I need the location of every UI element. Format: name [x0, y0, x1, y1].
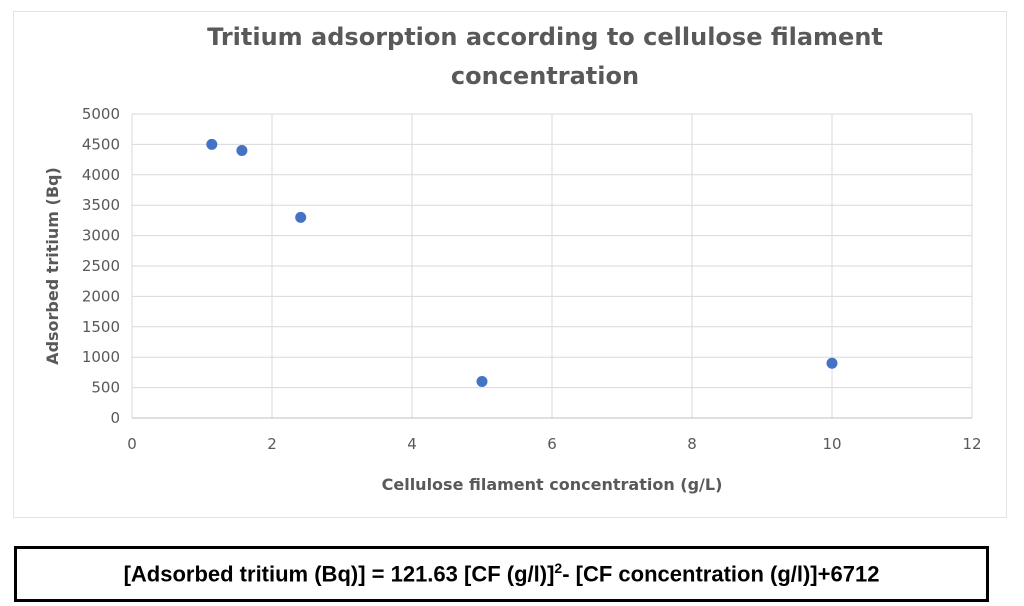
- y-tick-label: 1500: [82, 318, 120, 336]
- y-tick-label: 4500: [82, 135, 120, 153]
- y-tick-label: 3500: [82, 196, 120, 214]
- regression-formula: [Adsorbed tritium (Bq)] = 121.63 [CF (g/…: [124, 560, 880, 587]
- x-tick-label: 8: [687, 435, 697, 453]
- chart-title-line-2: concentration: [451, 62, 639, 90]
- x-tick-label: 10: [822, 435, 841, 453]
- y-tick-label: 4000: [82, 166, 120, 184]
- x-axis-title: Cellulose filament concentration (g/L): [382, 475, 723, 494]
- x-tick-label: 2: [267, 435, 277, 453]
- chart-title-line-1: Tritium adsorption according to cellulos…: [207, 23, 883, 51]
- chart-area: [13, 11, 1007, 518]
- y-tick-label: 1000: [82, 348, 120, 366]
- gridlines: [132, 113, 973, 418]
- data-point: [826, 357, 838, 369]
- scatter-chart: Tritium adsorption according to cellulos…: [43, 23, 982, 494]
- y-tick-labels: 0 500 1000 1500 2000 2500 3000 3500 4000 4500 5000: [82, 105, 120, 427]
- data-point: [236, 144, 248, 156]
- y-tick-label: 2500: [82, 257, 120, 275]
- y-tick-label: 3000: [82, 227, 120, 245]
- x-tick-label: 0: [127, 435, 137, 453]
- data-point: [206, 138, 218, 150]
- y-axis-title: Adsorbed tritium (Bq): [43, 167, 62, 365]
- y-tick-label: 0: [110, 409, 120, 427]
- axes: [131, 114, 972, 419]
- formula-exponent: 2: [554, 560, 563, 577]
- formula-part-2: - [CF concentration (g/l)]+6712: [562, 561, 880, 587]
- data-points: [206, 138, 838, 388]
- x-tick-label: 4: [407, 435, 417, 453]
- formula-box: [Adsorbed tritium (Bq)] = 121.63 [CF (g/…: [14, 546, 989, 602]
- data-point: [295, 211, 307, 223]
- formula-part-1: [Adsorbed tritium (Bq)] = 121.63 [CF (g/…: [123, 561, 555, 587]
- y-tick-label: 500: [91, 379, 120, 397]
- x-tick-label: 6: [547, 435, 557, 453]
- y-tick-label: 5000: [82, 105, 120, 123]
- x-tick-label: 12: [962, 435, 981, 453]
- x-tick-labels: 0 2 4 6 8 10 12: [127, 435, 981, 453]
- data-point: [476, 376, 488, 388]
- y-tick-label: 2000: [82, 287, 120, 305]
